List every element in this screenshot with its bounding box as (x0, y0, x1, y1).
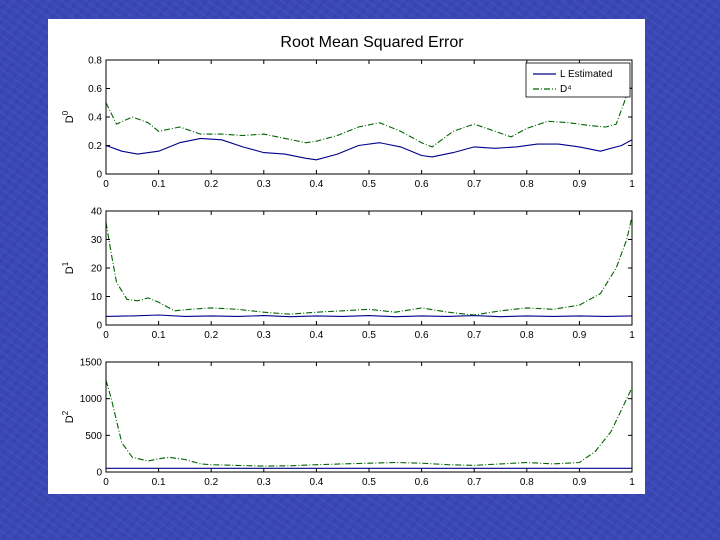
y-tick-label: 0.6 (88, 84, 102, 95)
y-tick-label: 0 (96, 321, 102, 332)
y-tick-label: 10 (91, 292, 103, 303)
x-tick-label: 1 (629, 477, 635, 488)
series-line-d4 (105, 216, 633, 316)
y-tick-label: 0 (96, 468, 102, 479)
y-tick-label: 20 (91, 264, 103, 275)
x-tick-label: 0.8 (520, 179, 534, 190)
y-tick-label: 0.4 (88, 113, 102, 124)
x-tick-label: 0.8 (520, 330, 534, 341)
rmse-figure: Root Mean Squared Error 0 0.1 0.2 0.3 0.4 0.5… (61, 34, 635, 489)
x-tick-label: 1 (629, 179, 635, 190)
y-tick-label: 0.2 (88, 141, 102, 152)
legend-label-estimated: L Estimated (560, 69, 612, 80)
axes-frame (105, 210, 633, 326)
x-tick-label: 0.4 (309, 330, 323, 341)
legend-box (525, 62, 631, 98)
x-tick-label: 0.5 (362, 179, 376, 190)
x-tick-label: 0.4 (309, 477, 323, 488)
x-tick-label: 0.1 (152, 330, 166, 341)
y-axis-label: D0 (61, 110, 76, 123)
x-tick-label: 0.3 (257, 179, 271, 190)
x-tick-label: 0.9 (572, 179, 586, 190)
x-tick-label: 0.3 (257, 330, 271, 341)
x-tick-label: 0.5 (362, 330, 376, 341)
series-line-d4 (105, 85, 633, 148)
x-tick-label: 0.3 (257, 477, 271, 488)
x-tick-label: 1 (629, 330, 635, 341)
subplot-d0: 0 0.1 0.2 0.3 0.4 0.5 0.6 0.7 0.8 0.9 1 0 0.2 0.4 0.6 0… (61, 56, 635, 191)
figure-panel: Root Mean Squared Error 0 0.1 0.2 0.3 0.4 0.5… (48, 19, 645, 494)
y-axis-label: D2 (61, 410, 76, 423)
y-tick-label: 0 (96, 170, 102, 181)
y-tick-label: 500 (85, 431, 102, 442)
legend-label-d4: D⁴ (560, 84, 572, 95)
x-tick-label: 0.7 (467, 179, 481, 190)
y-tick-label: 40 (91, 207, 103, 218)
x-tick-label: 0.6 (415, 477, 429, 488)
x-tick-label: 0.2 (204, 179, 218, 190)
x-tick-label: 0.2 (204, 330, 218, 341)
y-axis-label: D1 (61, 261, 76, 274)
series-line-estimated (105, 137, 633, 161)
x-tick-label: 0 (103, 330, 109, 341)
x-tick-label: 0.1 (152, 477, 166, 488)
subplot-d2: 0 0.1 0.2 0.3 0.4 0.5 0.6 0.7 0.8 0.9 1 0 500 1000 150… (61, 358, 635, 489)
series-line-estimated (105, 314, 633, 318)
x-tick-label: 0.9 (572, 330, 586, 341)
axes-frame (105, 361, 633, 473)
y-tick-label: 0.8 (88, 56, 102, 67)
x-tick-label: 0.7 (467, 330, 481, 341)
series-line-d4 (105, 380, 633, 467)
x-tick-label: 0.1 (152, 179, 166, 190)
y-tick-label: 1500 (80, 358, 103, 369)
x-tick-label: 0 (103, 477, 109, 488)
legend: L Estimated D⁴ (525, 62, 631, 98)
x-tick-label: 0.8 (520, 477, 534, 488)
y-tick-label: 1000 (80, 394, 103, 405)
figure-title: Root Mean Squared Error (280, 34, 464, 51)
x-tick-label: 0.6 (415, 330, 429, 341)
x-tick-label: 0.5 (362, 477, 376, 488)
x-tick-label: 0.6 (415, 179, 429, 190)
y-tick-label: 30 (91, 235, 103, 246)
x-tick-label: 0.4 (309, 179, 323, 190)
x-tick-label: 0.2 (204, 477, 218, 488)
x-tick-label: 0.9 (572, 477, 586, 488)
x-tick-label: 0.7 (467, 477, 481, 488)
x-tick-label: 0 (103, 179, 109, 190)
